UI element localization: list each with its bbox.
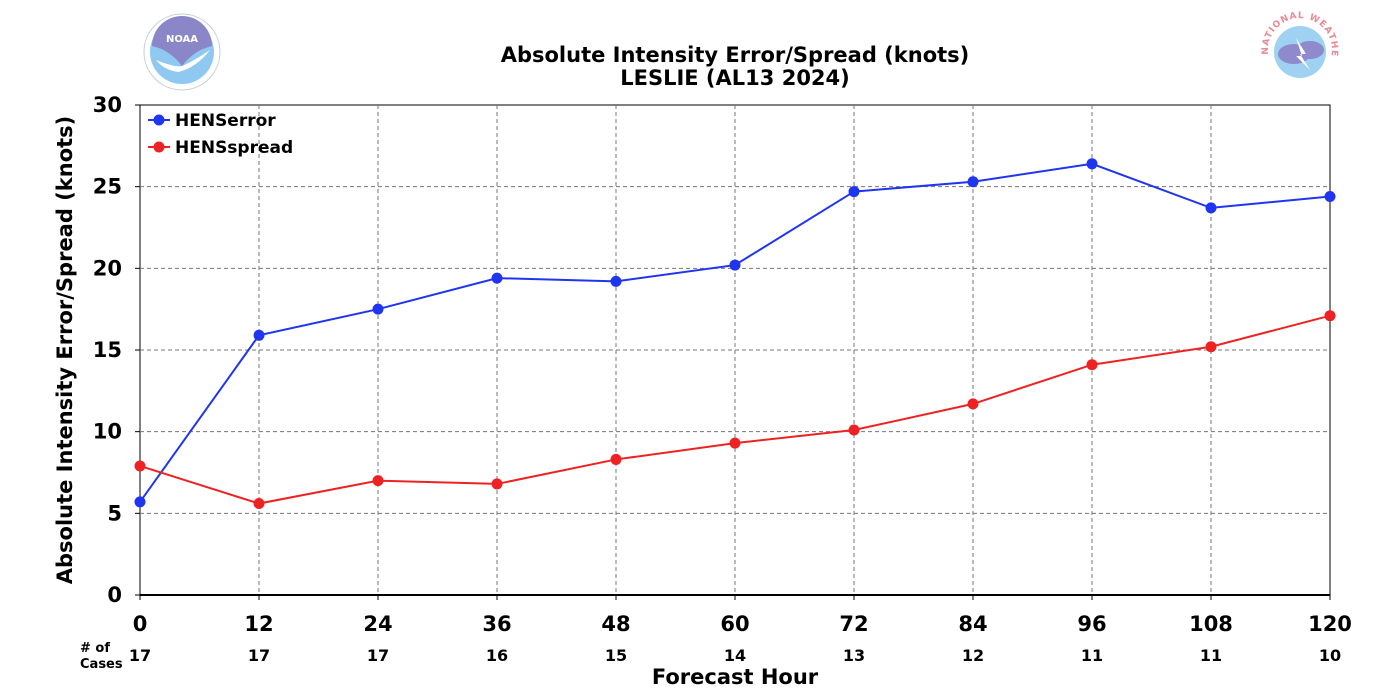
data-point	[610, 453, 622, 465]
cases-count: 14	[724, 646, 746, 665]
legend: HENSerror HENSspread	[148, 111, 293, 158]
cases-count: 16	[486, 646, 508, 665]
y-axis: 0 5 10 15 20 25 30	[93, 93, 140, 607]
data-point	[1205, 202, 1217, 214]
x-tick-label: 60	[720, 612, 749, 636]
legend-label: HENSspread	[175, 138, 293, 158]
cases-count: 11	[1081, 646, 1103, 665]
data-point	[491, 478, 503, 490]
data-point	[967, 398, 979, 410]
x-tick-label: 108	[1189, 612, 1233, 636]
series-HENSerror	[134, 158, 1336, 508]
cases-count: 17	[367, 646, 389, 665]
chart-title: Absolute Intensity Error/Spread (knots)	[501, 43, 970, 67]
y-tick-label: 25	[93, 175, 122, 199]
legend-label: HENSerror	[175, 111, 276, 131]
data-point	[610, 275, 622, 287]
x-tick-label: 24	[363, 612, 392, 636]
y-tick-label: 0	[107, 583, 122, 607]
chart-subtitle: LESLIE (AL13 2024)	[620, 66, 850, 90]
data-point	[134, 496, 146, 508]
x-tick-label: 120	[1308, 612, 1352, 636]
series-HENSspread	[134, 310, 1336, 510]
y-tick-label: 20	[93, 256, 122, 280]
data-point	[372, 475, 384, 487]
cases-count: 13	[843, 646, 865, 665]
data-point	[729, 437, 741, 449]
data-point	[729, 259, 741, 271]
legend-marker	[153, 141, 165, 153]
data-point	[491, 272, 503, 284]
data-point	[253, 329, 265, 341]
cases-label-line1: # of	[80, 641, 110, 656]
x-tick-label: 84	[958, 612, 987, 636]
cases-count: 17	[129, 646, 151, 665]
data-point	[1086, 158, 1098, 170]
data-point	[967, 176, 979, 188]
series-layer	[134, 158, 1336, 510]
noaa-logo-icon: NOAA	[143, 13, 221, 91]
y-tick-label: 10	[93, 420, 122, 444]
data-point	[1205, 341, 1217, 353]
data-point	[372, 303, 384, 315]
cases-label-line2: Cases	[80, 657, 123, 672]
cases-row: 17 17 17 16 15 14 13 12 11 11 10	[129, 646, 1341, 665]
data-point	[1324, 310, 1336, 322]
x-tick-label: 96	[1077, 612, 1106, 636]
x-axis: 0 12 24 36 48 60 72 84 96 108 120	[133, 595, 1352, 636]
cases-count: 17	[248, 646, 270, 665]
nws-logo-icon: NATIONAL WEATHER SERVICE	[1261, 11, 1338, 90]
cases-count: 12	[962, 646, 984, 665]
y-tick-label: 15	[93, 338, 122, 362]
y-axis-label: Absolute Intensity Error/Spread (knots)	[53, 116, 77, 585]
cases-count: 15	[605, 646, 627, 665]
cases-count: 11	[1200, 646, 1222, 665]
noaa-logo-text: NOAA	[166, 34, 198, 45]
x-tick-label: 36	[482, 612, 511, 636]
x-tick-label: 48	[601, 612, 630, 636]
cases-count: 10	[1319, 646, 1341, 665]
y-tick-label: 30	[93, 93, 122, 117]
data-point	[848, 424, 860, 436]
legend-marker	[153, 114, 165, 126]
x-tick-label: 0	[133, 612, 148, 636]
y-tick-label: 5	[107, 501, 122, 525]
data-point	[1324, 190, 1336, 202]
x-tick-label: 12	[244, 612, 273, 636]
data-point	[1086, 359, 1098, 371]
data-point	[848, 186, 860, 198]
data-point	[253, 498, 265, 510]
x-tick-label: 72	[839, 612, 868, 636]
x-axis-label: Forecast Hour	[652, 665, 819, 689]
data-point	[134, 460, 146, 472]
